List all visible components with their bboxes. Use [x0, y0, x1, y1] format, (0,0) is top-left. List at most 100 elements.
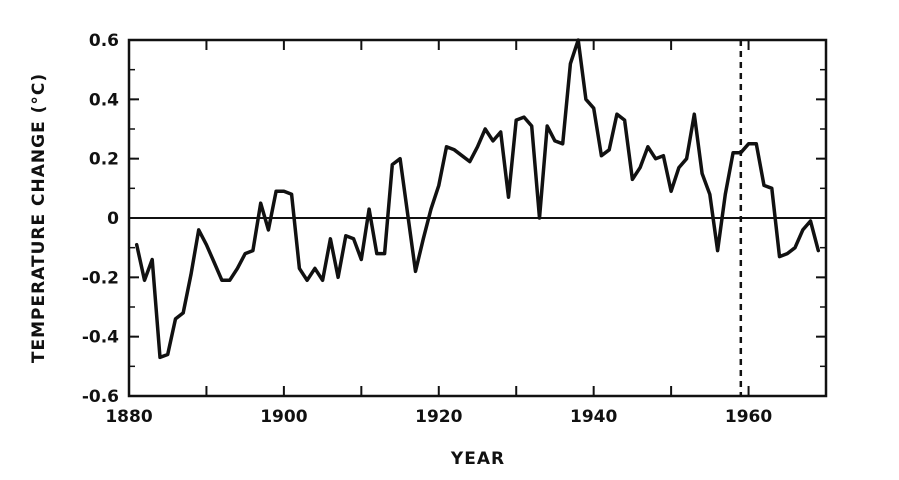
- axis-ticks: [128, 39, 827, 397]
- data-point: [406, 213, 409, 217]
- data-point: [414, 270, 417, 273]
- data-point: [313, 267, 317, 270]
- data-point: [375, 252, 379, 255]
- data-point: [220, 279, 224, 282]
- data-point: [290, 193, 293, 196]
- data-point: [166, 353, 169, 356]
- data-point: [391, 163, 394, 166]
- data-point: [561, 142, 564, 146]
- data-point: [801, 228, 804, 232]
- data-point: [344, 234, 348, 237]
- x-tick-labels: 1880 1900 1920 1940 1960: [105, 407, 772, 427]
- x-tick-label: 1940: [570, 407, 617, 427]
- y-tick-label: -0.4: [82, 328, 119, 348]
- data-point: [336, 276, 340, 279]
- y-tick-label: 0: [107, 209, 119, 229]
- y-tick-label: 0.4: [89, 90, 119, 110]
- x-tick-label: 1920: [415, 407, 462, 427]
- data-series: [134, 38, 821, 360]
- data-point: [212, 261, 216, 264]
- data-point: [693, 112, 696, 116]
- data-point: [398, 157, 402, 160]
- data-point: [507, 196, 510, 199]
- data-point: [809, 219, 812, 223]
- data-point: [491, 139, 495, 143]
- data-point: [770, 187, 773, 190]
- data-point: [197, 228, 200, 232]
- data-point: [584, 98, 588, 101]
- data-point: [174, 317, 177, 321]
- data-point: [259, 201, 262, 205]
- data-point: [468, 160, 471, 163]
- data-point: [367, 207, 371, 211]
- data-point: [422, 237, 425, 240]
- data-point: [817, 249, 820, 252]
- x-axis-title: YEAR: [450, 449, 505, 469]
- temperature-series-line: [134, 38, 821, 360]
- data-point: [576, 38, 580, 42]
- data-point: [793, 246, 797, 249]
- x-tick-label: 1900: [260, 407, 307, 427]
- data-point: [282, 190, 286, 193]
- data-point: [638, 166, 642, 169]
- y-axis-title: TEMPERATURE CHANGE (°C): [29, 73, 49, 363]
- data-point: [716, 249, 719, 252]
- data-point: [151, 258, 154, 261]
- data-point: [623, 118, 626, 122]
- data-point: [267, 228, 270, 232]
- data-point: [305, 279, 309, 282]
- data-point: [778, 255, 781, 258]
- data-point: [739, 151, 743, 154]
- y-tick-label: 0.2: [89, 150, 119, 170]
- data-point: [708, 193, 712, 196]
- data-point: [538, 216, 541, 220]
- data-point: [236, 267, 239, 270]
- data-point: [631, 178, 634, 181]
- data-point: [786, 252, 789, 255]
- data-point: [700, 172, 704, 175]
- data-point: [522, 115, 526, 119]
- data-point: [553, 139, 557, 143]
- data-point: [360, 258, 363, 261]
- data-point: [646, 145, 650, 148]
- data-point: [228, 279, 231, 282]
- data-point: [135, 243, 138, 246]
- data-point: [251, 249, 255, 252]
- data-point: [731, 151, 735, 154]
- data-point: [182, 311, 185, 315]
- data-point: [429, 207, 433, 211]
- data-point: [607, 148, 611, 151]
- data-point: [476, 145, 479, 148]
- data-point: [274, 190, 278, 193]
- data-point: [352, 237, 355, 240]
- y-tick-label: -0.2: [82, 268, 119, 288]
- x-tick-label: 1880: [105, 407, 152, 427]
- data-point: [499, 130, 502, 134]
- x-tick-label: 1960: [725, 407, 772, 427]
- data-point: [205, 243, 208, 246]
- data-point: [685, 157, 688, 160]
- data-point: [298, 267, 301, 270]
- data-point: [762, 184, 766, 187]
- data-point: [546, 124, 549, 128]
- reference-lines: [129, 40, 826, 396]
- data-point: [143, 279, 146, 282]
- y-tick-label: 0.6: [89, 31, 119, 51]
- data-point: [530, 124, 533, 128]
- data-point: [484, 127, 487, 131]
- data-point: [569, 62, 572, 65]
- data-point: [724, 193, 727, 196]
- y-tick-label: -0.6: [82, 387, 119, 407]
- data-point: [445, 145, 448, 148]
- data-point: [677, 166, 681, 169]
- data-point: [453, 148, 456, 151]
- data-point: [329, 237, 332, 240]
- data-point: [189, 273, 193, 276]
- data-point: [669, 190, 673, 193]
- data-point: [243, 252, 247, 255]
- data-point: [615, 112, 619, 116]
- data-point: [515, 118, 518, 122]
- data-point: [321, 279, 324, 282]
- data-point: [158, 356, 162, 359]
